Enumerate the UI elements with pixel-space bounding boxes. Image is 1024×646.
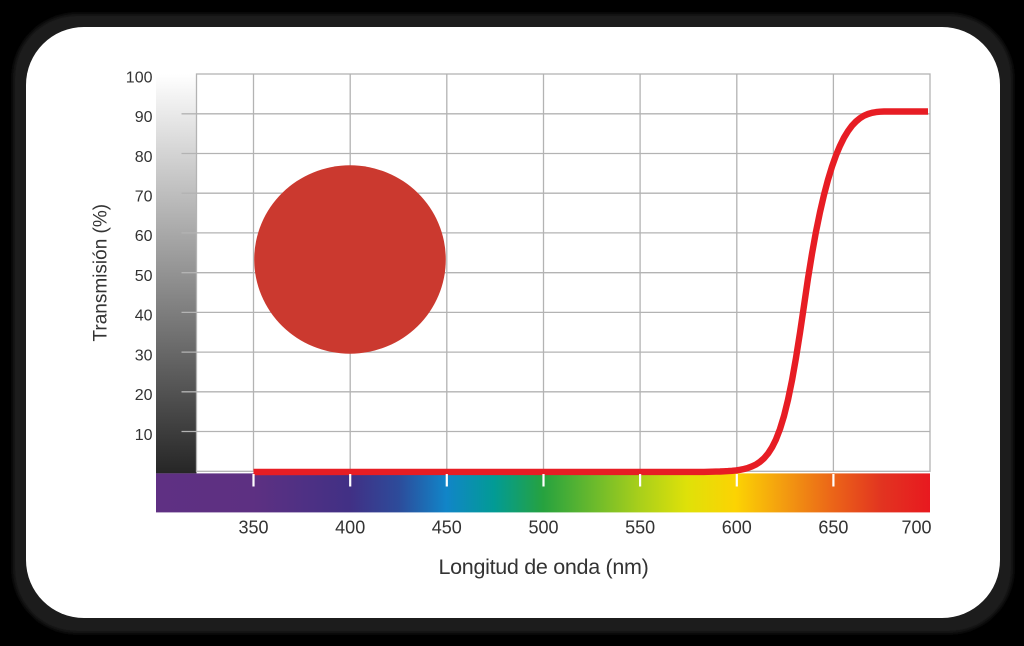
svg-text:350: 350: [238, 518, 268, 538]
svg-text:550: 550: [625, 518, 655, 538]
svg-text:500: 500: [528, 518, 558, 538]
svg-text:600: 600: [722, 518, 752, 538]
svg-text:10: 10: [135, 427, 153, 444]
svg-text:400: 400: [335, 518, 365, 538]
svg-text:650: 650: [818, 518, 848, 538]
svg-text:50: 50: [135, 268, 153, 285]
svg-text:700: 700: [901, 518, 931, 538]
svg-text:Longitud de onda (nm): Longitud de onda (nm): [438, 555, 648, 579]
svg-text:40: 40: [135, 308, 153, 325]
svg-text:20: 20: [135, 387, 153, 404]
svg-text:450: 450: [432, 518, 462, 538]
svg-text:100: 100: [126, 69, 153, 86]
svg-text:80: 80: [135, 149, 153, 166]
svg-text:90: 90: [135, 109, 153, 126]
svg-text:70: 70: [135, 189, 153, 206]
svg-text:Transmisión (%): Transmisión (%): [91, 204, 112, 342]
svg-text:60: 60: [135, 228, 153, 245]
svg-text:30: 30: [135, 347, 153, 364]
